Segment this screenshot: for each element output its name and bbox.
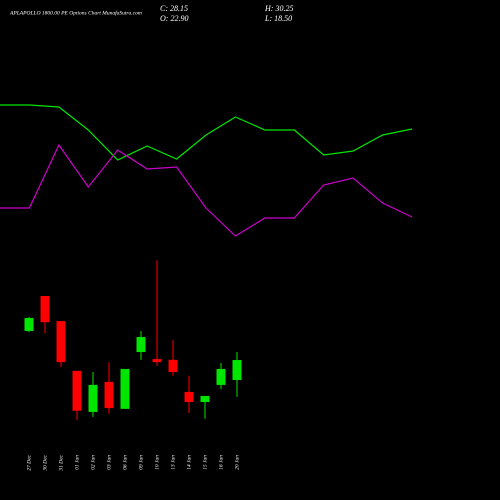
high-stat: H: 30.25	[264, 4, 293, 13]
x-tick-label: 16 Jan	[218, 455, 224, 470]
candle-body	[152, 359, 162, 363]
candle-body	[24, 318, 34, 331]
x-tick-label: 02 Jan	[90, 455, 96, 470]
x-tick-label: 03 Jan	[106, 455, 112, 470]
candle-body	[232, 360, 242, 380]
candle-body	[184, 391, 194, 403]
low-stat: L: 18.50	[264, 14, 292, 23]
x-tick-label: 15 Jan	[202, 455, 208, 470]
x-tick-label: 20 Jan	[234, 455, 240, 470]
line-series	[0, 104, 413, 161]
candle-body	[168, 359, 178, 372]
x-tick-label: 13 Jan	[170, 455, 176, 470]
candle-body	[72, 370, 82, 411]
x-tick-label: 31 Dec	[58, 454, 64, 471]
chart-title: APLAPOLLO 1800.00 PE Options Chart Munaf…	[9, 9, 142, 16]
candle-body	[56, 321, 66, 363]
open-stat: O: 22.90	[160, 14, 188, 23]
x-tick-label: 10 Jan	[154, 455, 160, 470]
x-tick-label: 06 Jan	[122, 455, 128, 470]
x-tick-label: 30 Dec	[42, 454, 48, 471]
candle-body	[88, 384, 98, 412]
candle-body	[200, 395, 210, 403]
x-tick-label: 27 Dec	[26, 454, 32, 470]
line-series	[0, 143, 413, 237]
x-tick-label: 01 Jan	[74, 455, 80, 470]
candle-body	[104, 381, 114, 409]
candle-body	[120, 368, 130, 409]
candle-body	[136, 337, 146, 353]
x-tick-label: 09 Jan	[138, 455, 144, 470]
candle-body	[216, 368, 226, 385]
close-stat: C: 28.15	[160, 4, 188, 13]
candle-body	[40, 296, 50, 323]
x-tick-label: 14 Jan	[185, 455, 192, 470]
